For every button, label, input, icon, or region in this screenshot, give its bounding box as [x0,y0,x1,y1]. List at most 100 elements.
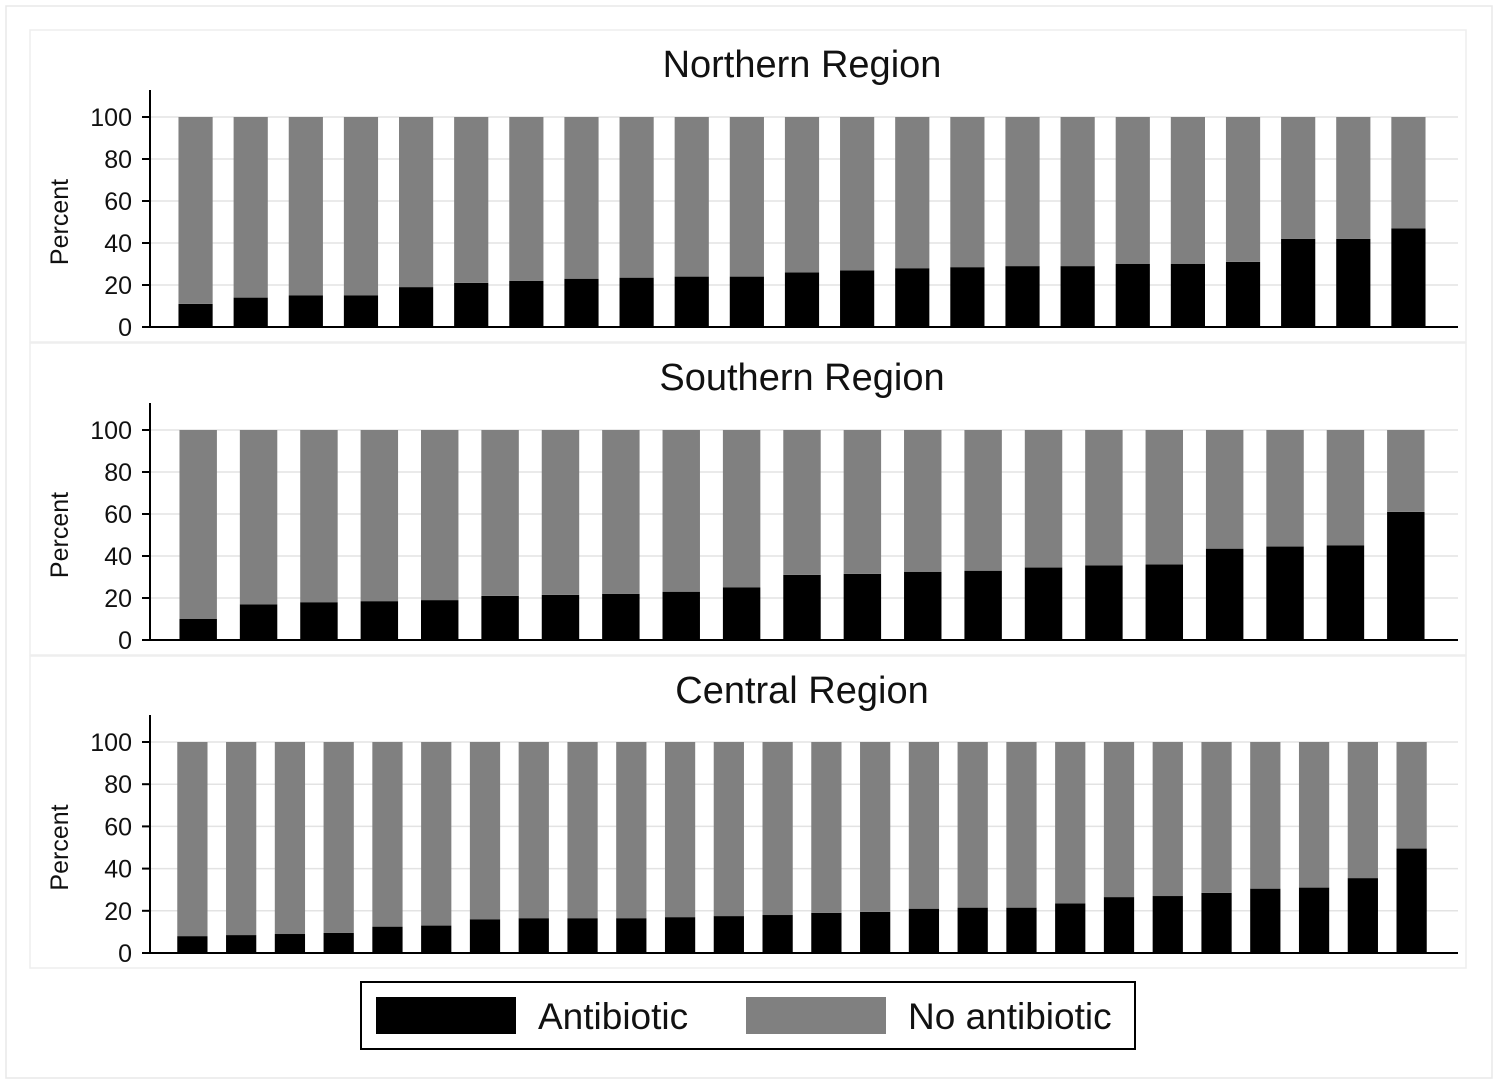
bar-antibiotic-15 [860,911,891,953]
bar-no-antibiotic-7 [469,742,501,920]
bar-no-antibiotic-4 [360,430,399,602]
bar-no-antibiotic-12 [713,742,744,917]
bar-no-antibiotic-13 [762,742,793,916]
bar-antibiotic-18 [1115,264,1150,327]
bar-antibiotic-2 [233,297,268,327]
legend-label-no-antibiotic: No antibiotic [908,996,1112,1037]
bar-no-antibiotic-23 [1391,117,1426,229]
bar-no-antibiotic-19 [1170,117,1205,264]
bar-antibiotic-21 [1387,511,1425,640]
bar-antibiotic-6 [421,925,452,953]
bar-no-antibiotic-8 [602,430,640,594]
bar-antibiotic-14 [811,912,842,953]
bar-antibiotic-8 [564,278,599,327]
y-tick-label: 100 [90,104,132,132]
bar-no-antibiotic-22 [1336,117,1371,239]
y-tick-label: 60 [104,188,132,216]
bar-antibiotic-14 [895,268,930,327]
bar-no-antibiotic-1 [177,742,208,937]
bar-no-antibiotic-12 [843,430,882,574]
y-tick-label: 100 [90,729,132,757]
legend-label-antibiotic: Antibiotic [538,996,688,1037]
bar-no-antibiotic-10 [674,117,709,277]
panel-title: Northern Region [663,44,942,86]
bar-antibiotic-14 [964,570,1002,640]
bar-antibiotic-8 [518,918,549,953]
bar-no-antibiotic-4 [343,117,379,296]
bar-no-antibiotic-5 [372,742,403,927]
y-axis-title: Percent [46,179,74,265]
y-tick-label: 60 [104,501,132,529]
bar-no-antibiotic-22 [1201,742,1232,893]
bar-no-antibiotic-21 [1387,430,1425,512]
chart-panels: Northern Region 0 20 40 60 80 100 Percent Southe… [29,29,1467,969]
bar-antibiotic-11 [783,574,821,640]
bar-antibiotic-22 [1201,892,1232,953]
bar-antibiotic-17 [1145,564,1184,640]
legend: Antibiotic No antibiotic [360,981,1136,1050]
y-tick-label: 0 [118,627,132,655]
bar-antibiotic-6 [454,282,489,327]
bar-antibiotic-3 [288,295,323,327]
y-tick-label: 20 [104,898,132,926]
bar-antibiotic-4 [360,601,399,640]
bar-antibiotic-2 [226,935,257,953]
bar-antibiotic-26 [1396,848,1427,953]
bar-antibiotic-19 [1055,903,1086,953]
panel-title: Southern Region [659,357,944,399]
y-axis-title: Percent [46,804,74,890]
bar-no-antibiotic-3 [300,430,338,603]
bar-no-antibiotic-16 [908,742,940,909]
bar-no-antibiotic-16 [1005,117,1040,267]
bar-no-antibiotic-1 [178,117,213,304]
bar-no-antibiotic-4 [323,742,354,933]
bar-antibiotic-16 [908,908,940,953]
bar-antibiotic-22 [1336,238,1371,327]
bar-antibiotic-4 [343,295,379,327]
bar-no-antibiotic-18 [1006,742,1037,908]
bar-no-antibiotic-19 [1055,742,1086,904]
bar-no-antibiotic-8 [518,742,549,919]
bar-no-antibiotic-13 [904,430,942,572]
bar-no-antibiotic-21 [1281,117,1316,239]
bar-no-antibiotic-9 [662,430,700,592]
bar-no-antibiotic-12 [784,117,820,273]
bar-no-antibiotic-2 [233,117,268,298]
y-tick-label: 80 [104,146,132,174]
legend-swatch-antibiotic [376,997,516,1034]
y-tick-label: 40 [104,543,132,571]
bar-no-antibiotic-11 [783,430,821,575]
bar-no-antibiotic-7 [509,117,544,281]
bar-no-antibiotic-9 [567,742,598,919]
bar-antibiotic-16 [1085,565,1123,640]
bar-no-antibiotic-11 [664,742,696,918]
bar-no-antibiotic-6 [421,742,452,926]
bar-no-antibiotic-9 [619,117,654,278]
bar-no-antibiotic-14 [964,430,1002,571]
bar-antibiotic-9 [619,277,654,327]
bar-antibiotic-13 [840,270,875,327]
bar-antibiotic-10 [674,276,709,327]
bar-no-antibiotic-20 [1326,430,1365,546]
bar-no-antibiotic-17 [1145,430,1184,565]
bar-antibiotic-8 [602,593,640,640]
bar-no-antibiotic-10 [616,742,647,919]
bar-no-antibiotic-8 [564,117,599,279]
bar-no-antibiotic-19 [1266,430,1304,547]
bar-antibiotic-13 [904,571,942,640]
panel-1: Northern Region 0 20 40 60 80 100 Percent [29,29,1467,343]
y-tick-label: 20 [104,585,132,613]
bar-antibiotic-5 [372,926,403,954]
bar-antibiotic-11 [729,276,764,327]
bar-no-antibiotic-20 [1225,117,1261,262]
bar-antibiotic-16 [1005,266,1040,327]
bar-no-antibiotic-24 [1298,742,1330,888]
bar-antibiotic-4 [323,932,354,953]
bar-no-antibiotic-11 [729,117,764,277]
bar-no-antibiotic-3 [274,742,306,935]
y-tick-label: 0 [118,314,132,342]
bar-antibiotic-9 [662,591,700,640]
bar-antibiotic-17 [957,907,988,953]
